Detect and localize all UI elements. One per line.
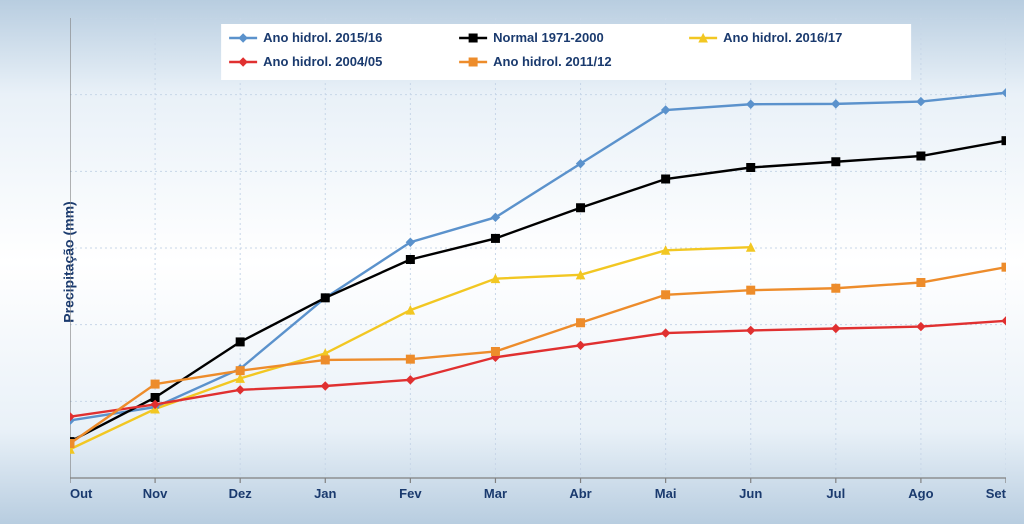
svg-text:Jun: Jun: [739, 486, 762, 501]
svg-text:Nov: Nov: [143, 486, 168, 501]
svg-text:Mar: Mar: [484, 486, 507, 501]
svg-text:Dez: Dez: [229, 486, 253, 501]
legend-label-2004_05: Ano hidrol. 2004/05: [263, 54, 382, 69]
svg-text:Out: Out: [70, 486, 93, 501]
series-line-2004_05: [70, 321, 1006, 417]
svg-text:Mai: Mai: [655, 486, 677, 501]
legend-label-normal: Normal 1971-2000: [493, 30, 604, 45]
chart-svg: 0.0200.0400.0600.0800.01000.01200.0OutNo…: [70, 18, 1006, 524]
svg-text:Jan: Jan: [314, 486, 336, 501]
svg-text:Set: Set: [986, 486, 1006, 501]
legend-label-2015_16: Ano hidrol. 2015/16: [263, 30, 382, 45]
plot-area: 0.0200.0400.0600.0800.01000.01200.0OutNo…: [70, 18, 1006, 478]
svg-text:Fev: Fev: [399, 486, 422, 501]
svg-text:Ago: Ago: [908, 486, 933, 501]
precip-chart: Precipitação (mm) 0.0200.0400.0600.0800.…: [0, 0, 1024, 524]
svg-text:Abr: Abr: [569, 486, 591, 501]
legend-label-2016_17: Ano hidrol. 2016/17: [723, 30, 842, 45]
series-line-2011_12: [70, 267, 1006, 443]
legend-label-2011_12: Ano hidrol. 2011/12: [493, 54, 612, 69]
svg-text:Jul: Jul: [826, 486, 845, 501]
series-line-normal: [70, 141, 1006, 442]
series-line-2015_16: [70, 93, 1006, 421]
